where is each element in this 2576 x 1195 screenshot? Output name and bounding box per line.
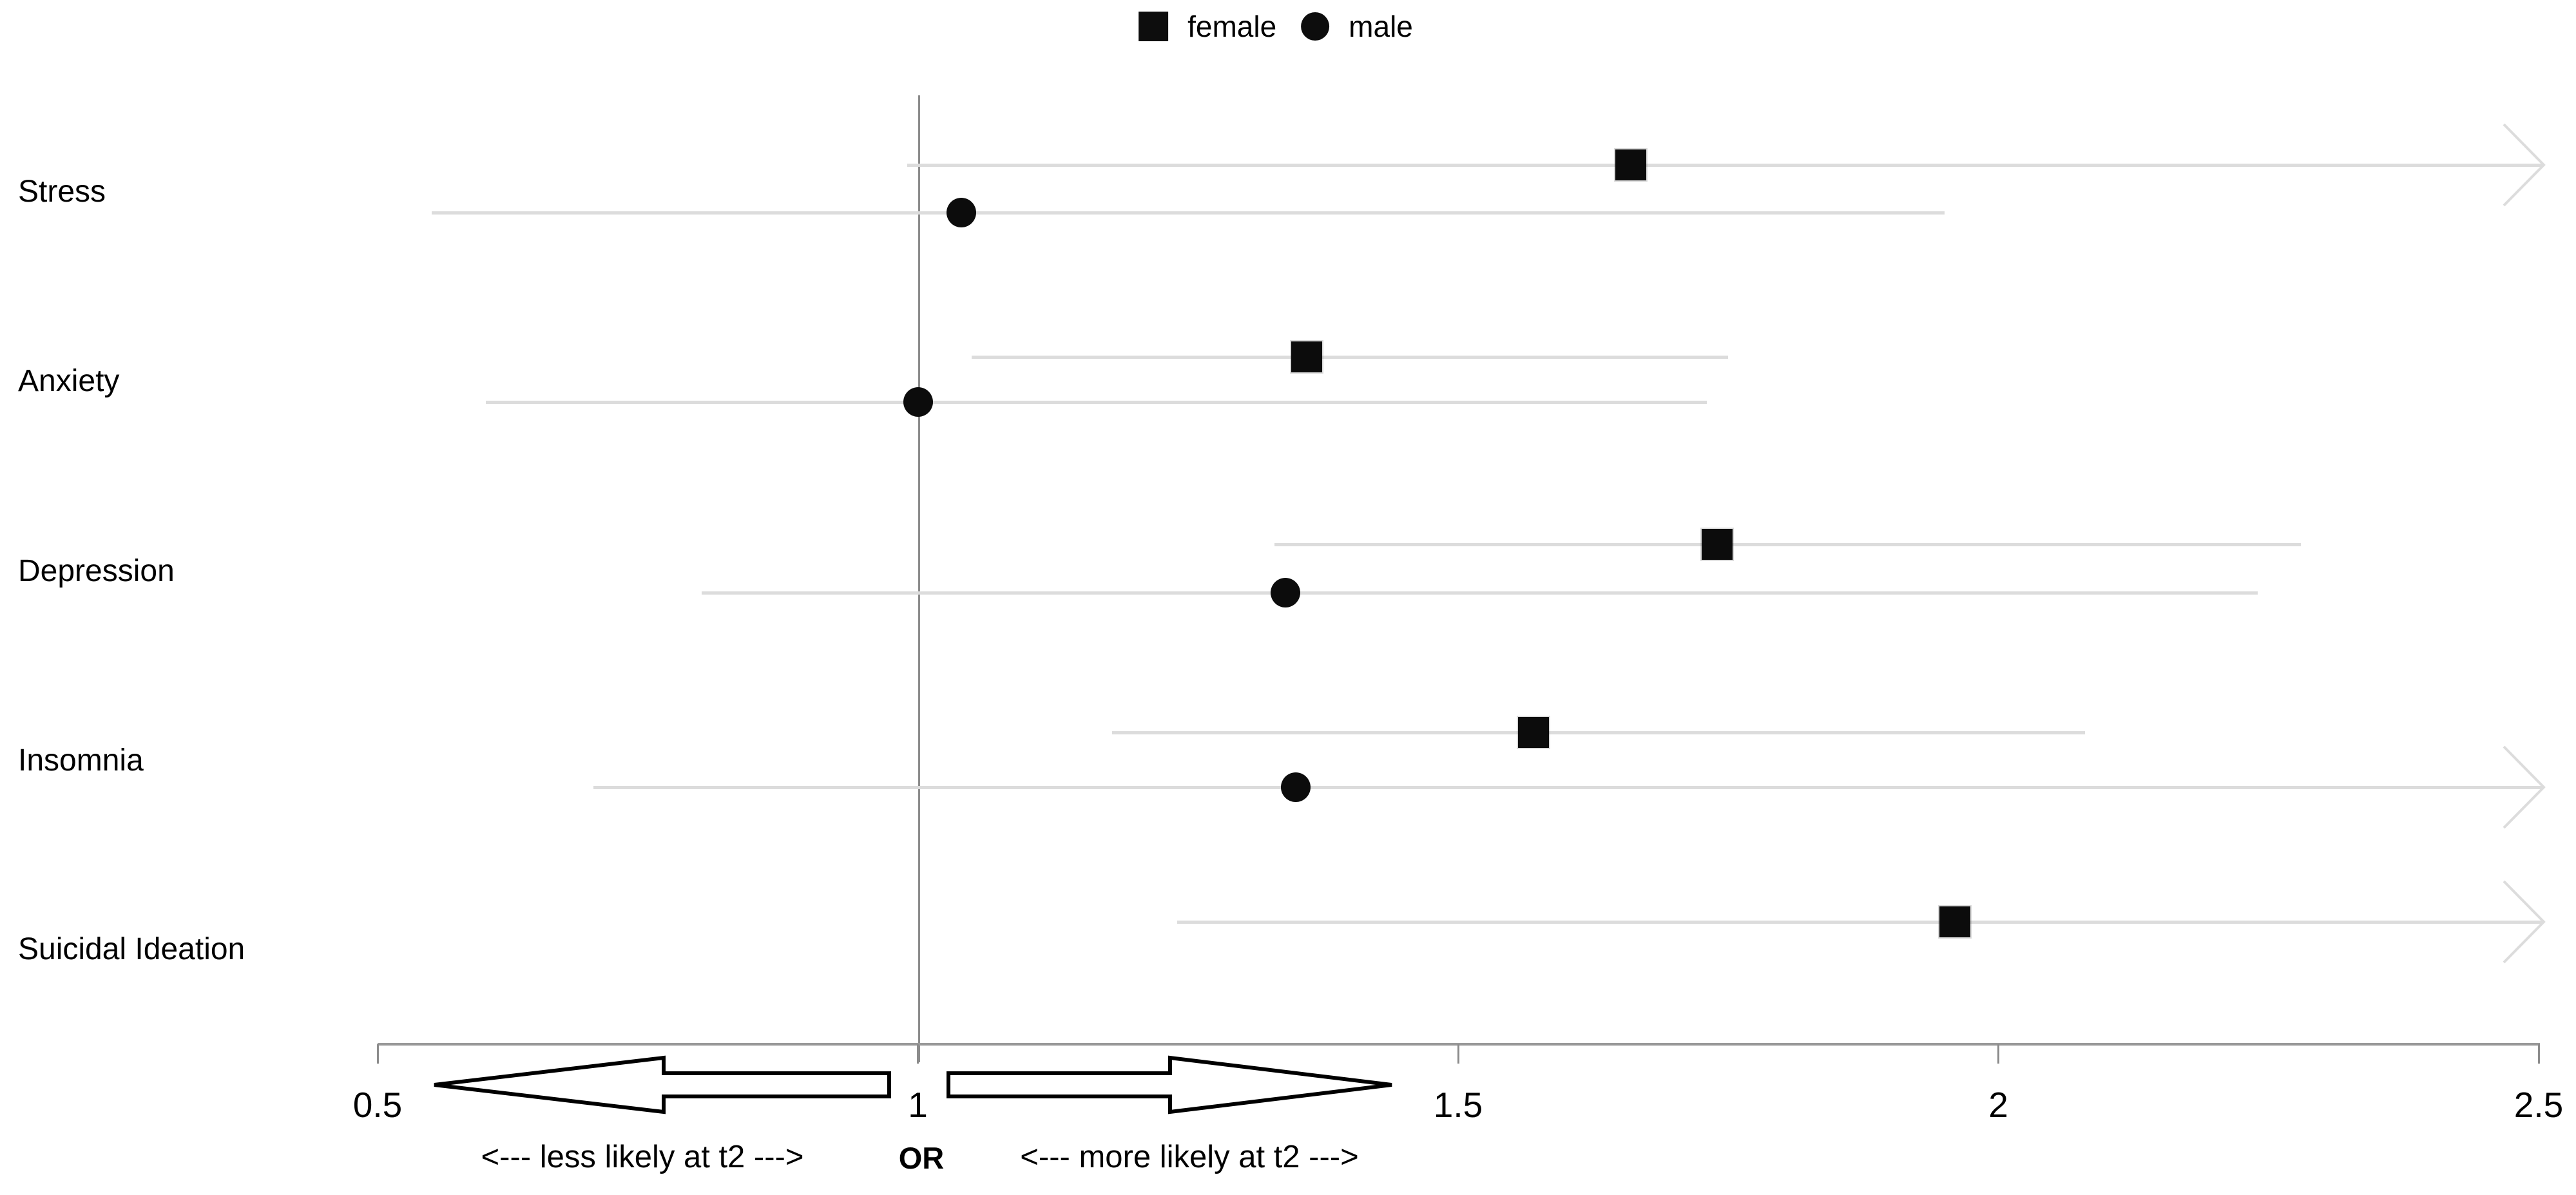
ci-line-suicidal-ideation-female (1177, 921, 2544, 924)
ci-line-anxiety-female (972, 356, 1729, 359)
legend-label-male: male (1349, 10, 1413, 43)
x-axis-tick-0.5 (376, 1044, 379, 1064)
x-axis-tick-2 (1997, 1044, 1999, 1064)
legend-item-male: male (1301, 12, 1413, 41)
x-axis-tick-1 (917, 1044, 919, 1064)
category-label-stress: Stress (18, 175, 106, 209)
ci-line-stress-male (431, 211, 1945, 215)
point-stress-female (1615, 149, 1647, 180)
ci-line-insomnia-female (1112, 731, 2085, 734)
ci-line-insomnia-male (593, 786, 2544, 789)
point-stress-male (946, 198, 976, 227)
category-label-depression: Depression (18, 554, 175, 588)
x-axis-tick-label-1.5: 1.5 (1433, 1085, 1483, 1125)
ci-line-depression-female (1274, 543, 2302, 546)
point-insomnia-female (1518, 717, 1550, 748)
legend-item-female: female (1139, 12, 1276, 41)
x-axis-tick-label-0.5: 0.5 (352, 1085, 403, 1125)
legend-label-female: female (1187, 10, 1277, 43)
ci-line-anxiety-male (485, 401, 1707, 404)
category-label-insomnia: Insomnia (18, 743, 144, 778)
point-anxiety-male (903, 387, 933, 417)
male-circle-marker-icon (1301, 12, 1330, 41)
female-square-marker-icon (1139, 12, 1169, 41)
x-axis-tick-label-2: 2 (1988, 1085, 2008, 1125)
less-likely-note: <--- less likely at t2 ---> (481, 1140, 804, 1174)
more-likely-arrow-icon (947, 1055, 1392, 1114)
legend: female male (1139, 12, 1413, 41)
x-axis-tick-label-2.5: 2.5 (2514, 1085, 2564, 1125)
point-suicidal-ideation-female (1939, 906, 1971, 937)
ci-line-stress-female (907, 164, 2544, 167)
less-likely-arrow-icon (434, 1055, 891, 1114)
or-axis-label: OR (898, 1141, 945, 1175)
point-insomnia-male (1281, 772, 1311, 802)
ci-line-depression-male (702, 591, 2258, 595)
point-depression-female (1702, 529, 1733, 560)
x-axis-tick-1.5 (1457, 1044, 1459, 1064)
x-axis-tick-label-1: 1 (908, 1085, 928, 1125)
reference-line-or-1 (918, 95, 920, 1062)
category-label-anxiety: Anxiety (18, 364, 120, 398)
x-axis-tick-2.5 (2537, 1044, 2540, 1064)
category-label-suicidal-ideation: Suicidal Ideation (18, 932, 245, 966)
point-anxiety-female (1291, 341, 1323, 372)
more-likely-note: <--- more likely at t2 ---> (1020, 1140, 1359, 1174)
point-depression-male (1270, 578, 1300, 607)
